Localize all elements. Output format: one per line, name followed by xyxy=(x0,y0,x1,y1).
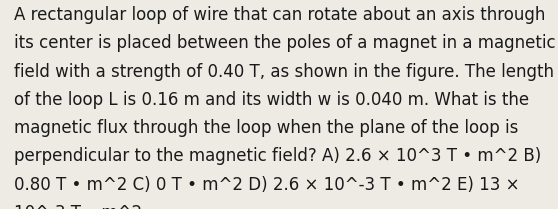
Text: magnetic flux through the loop when the plane of the loop is: magnetic flux through the loop when the … xyxy=(14,119,518,137)
Text: 10^-3 T • m^2: 10^-3 T • m^2 xyxy=(14,204,142,209)
Text: perpendicular to the magnetic field? A) 2.6 × 10^3 T • m^2 B): perpendicular to the magnetic field? A) … xyxy=(14,147,541,165)
Text: A rectangular loop of wire that can rotate about an axis through: A rectangular loop of wire that can rota… xyxy=(14,6,545,24)
Text: field with a strength of 0.40 T, as shown in the figure. The length: field with a strength of 0.40 T, as show… xyxy=(14,63,554,81)
Text: of the loop L is 0.16 m and its width w is 0.040 m. What is the: of the loop L is 0.16 m and its width w … xyxy=(14,91,529,109)
Text: 0.80 T • m^2 C) 0 T • m^2 D) 2.6 × 10^-3 T • m^2 E) 13 ×: 0.80 T • m^2 C) 0 T • m^2 D) 2.6 × 10^-3… xyxy=(14,176,519,194)
Text: its center is placed between the poles of a magnet in a magnetic: its center is placed between the poles o… xyxy=(14,34,556,52)
